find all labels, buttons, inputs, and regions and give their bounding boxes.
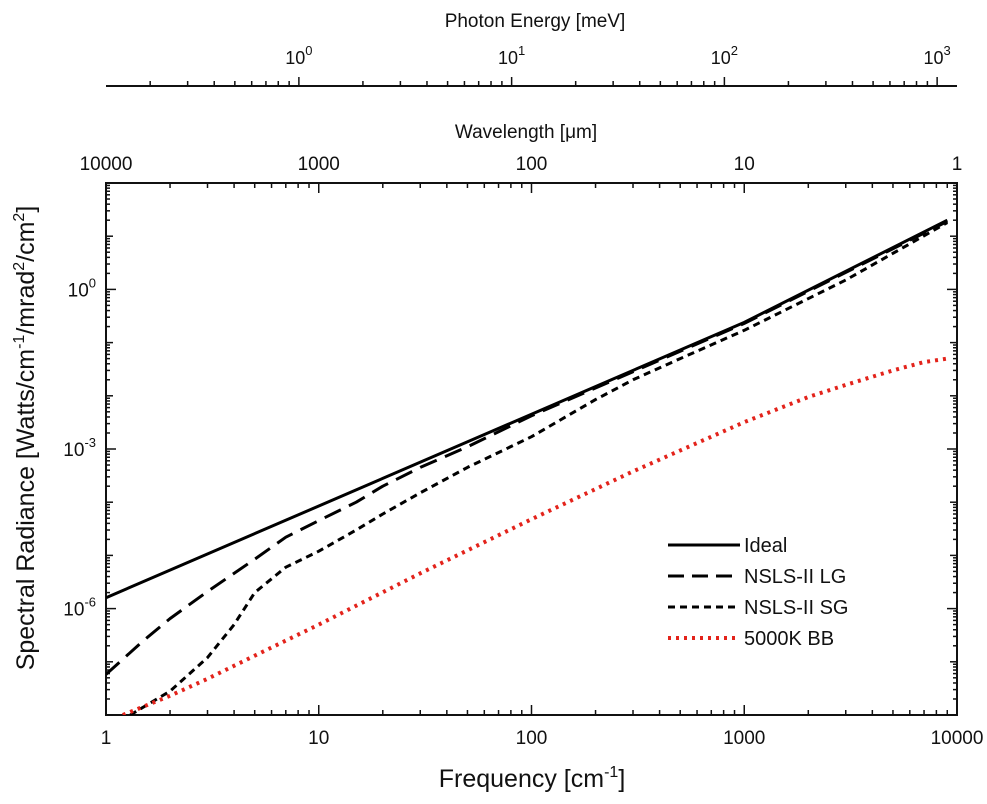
legend-label-5000k-bb: 5000K BB [744, 628, 834, 650]
photon-energy-tick-label: 100 [285, 43, 312, 68]
x-tick-label: 1000 [723, 728, 765, 749]
series-layer [106, 218, 949, 715]
photon-energy-tick-label: 101 [498, 43, 525, 68]
legend: Ideal NSLS-II LG NSLS-II SG 5000K BB [668, 535, 848, 650]
photon-energy-axis: Photon Energy [meV] 100 101 102 103 [106, 11, 957, 87]
legend-label-ideal: Ideal [744, 535, 787, 557]
photon-energy-axis-title: Photon Energy [meV] [445, 11, 626, 32]
legend-label-nsls-sg: NSLS-II SG [744, 597, 848, 619]
wavelength-tick-label: 1 [952, 154, 963, 175]
photon-energy-ticks: 100 101 102 103 [149, 43, 951, 86]
series-nsls-sg-line [129, 221, 949, 715]
x-tick-label: 10 [308, 728, 329, 749]
series-nsls-lg-line [106, 220, 948, 676]
x-tick-labels: 1 10 100 1000 10000 [101, 728, 984, 749]
x-tick-label: 100 [516, 728, 548, 749]
x-tick-label: 1 [101, 728, 112, 749]
wavelength-axis-title: Wavelength [μm] [455, 122, 597, 143]
photon-energy-tick-label: 102 [711, 43, 738, 68]
y-tick-labels: 100 10-3 10-6 [63, 275, 96, 620]
y-axis-title: Spectral Radiance [Watts/cm-1/mrad2/cm2] [11, 206, 40, 671]
x-axis-title: Frequency [cm-1] [439, 764, 626, 793]
y-tick-label: 100 [68, 275, 96, 301]
y-tick-label: 10-3 [63, 435, 96, 461]
y-tick-label: 10-6 [63, 595, 96, 621]
x-tick-label: 10000 [931, 728, 984, 749]
photon-energy-tick-label: 103 [924, 43, 951, 68]
wavelength-tick-label: 10000 [80, 154, 133, 175]
series-ideal-line [106, 218, 948, 600]
wavelength-tick-label: 1000 [298, 154, 340, 175]
wavelength-tick-label: 100 [516, 154, 548, 175]
legend-label-nsls-lg: NSLS-II LG [744, 566, 846, 588]
wavelength-tick-labels: 10000 1000 100 10 1 [80, 154, 963, 175]
wavelength-tick-label: 10 [734, 154, 755, 175]
